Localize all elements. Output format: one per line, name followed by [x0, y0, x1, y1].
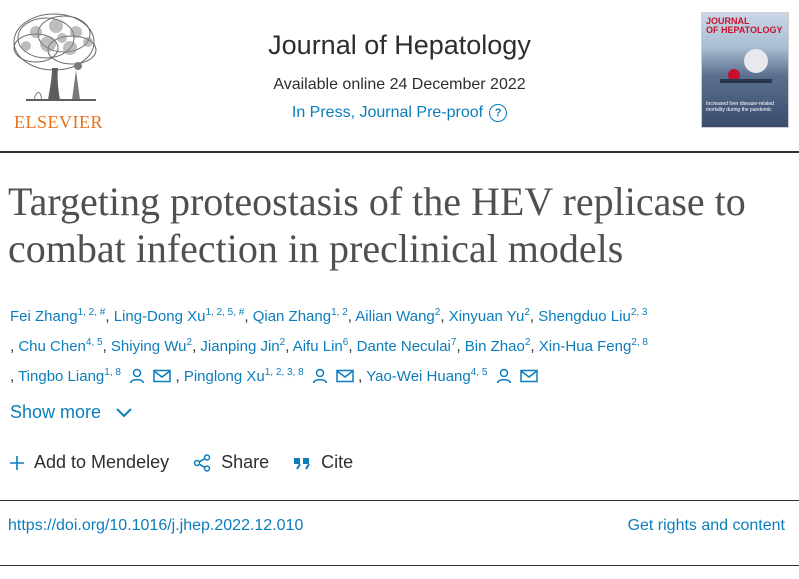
person-icon[interactable]: [496, 368, 512, 384]
author-list: Fei Zhang1, 2, #, Ling-Dong Xu1, 2, 5, #…: [10, 307, 648, 385]
cover-caption: Increased liver disease-related mortalit…: [706, 101, 775, 113]
cover-illustration-icon: [720, 49, 772, 83]
actions-divider: [0, 500, 799, 501]
get-rights-link[interactable]: Get rights and content: [627, 517, 785, 534]
elsevier-wordmark: ELSEVIER: [14, 112, 103, 132]
show-more-button[interactable]: Show more: [10, 402, 132, 423]
chevron-down-icon: [116, 408, 132, 418]
author[interactable]: Xinyuan Yu2: [448, 307, 530, 325]
author-corresponding[interactable]: Tingbo Liang1, 8: [18, 367, 175, 385]
author[interactable]: Fei Zhang1, 2, #: [10, 307, 106, 325]
footer-divider: [0, 565, 799, 566]
journal-title-link[interactable]: Journal of Hepatology: [268, 30, 531, 60]
add-to-mendeley-button[interactable]: Add to Mendeley: [10, 452, 169, 473]
article-status: In Press, Journal Pre-proof?: [0, 104, 799, 122]
status-link[interactable]: In Press, Journal Pre-proof: [291, 104, 484, 122]
author[interactable]: Dante Neculai7: [356, 337, 457, 355]
person-icon[interactable]: [129, 368, 145, 384]
available-online-date: Available online 24 December 2022: [273, 76, 526, 93]
mail-icon[interactable]: [153, 368, 172, 384]
plus-icon: [10, 455, 24, 470]
author[interactable]: Ling-Dong Xu1, 2, 5, #: [113, 307, 245, 325]
cite-button[interactable]: Cite: [293, 452, 353, 473]
journal-cover-image[interactable]: JOURNAL OF HEPATOLOGY Increased liver di…: [701, 12, 789, 128]
quote-icon: [293, 456, 311, 470]
share-button[interactable]: Share: [193, 452, 269, 473]
author[interactable]: Shengduo Liu2, 3: [538, 307, 648, 325]
share-label: Share: [221, 452, 270, 472]
author[interactable]: Ailian Wang2: [355, 307, 441, 325]
article-actions: Add to Mendeley Share Cite: [10, 452, 353, 473]
help-icon[interactable]: ?: [489, 104, 508, 122]
person-icon[interactable]: [312, 368, 328, 384]
mail-icon[interactable]: [336, 368, 354, 384]
share-icon: [193, 453, 211, 472]
author[interactable]: Xin-Hua Feng2, 8: [538, 337, 648, 355]
elsevier-tree-logo-icon: [6, 8, 111, 108]
cite-label: Cite: [321, 452, 354, 472]
author[interactable]: Qian Zhang1, 2: [252, 307, 348, 325]
header-divider: [0, 151, 799, 153]
doi-link[interactable]: https://doi.org/10.1016/j.jhep.2022.12.0…: [8, 517, 304, 534]
author[interactable]: Chu Chen4, 5: [18, 337, 103, 355]
article-title: Targeting proteostasis of the HEV replic…: [8, 179, 746, 271]
author[interactable]: Jianping Jin2: [200, 337, 286, 355]
journal-title: Journal of Hepatology: [0, 30, 799, 61]
mail-icon[interactable]: [520, 368, 538, 384]
author-corresponding[interactable]: Pinglong Xu1, 2, 3, 8: [184, 367, 358, 385]
author[interactable]: Aifu Lin6: [292, 337, 349, 355]
author[interactable]: Bin Zhao2: [464, 337, 531, 355]
add-to-mendeley-label: Add to Mendeley: [34, 452, 170, 472]
author[interactable]: Shiying Wu2: [110, 337, 193, 355]
show-more-label: Show more: [10, 402, 102, 422]
cover-title: JOURNAL OF HEPATOLOGY: [706, 16, 783, 35]
author-corresponding[interactable]: Yao-Wei Huang4, 5: [366, 367, 538, 385]
elsevier-logo[interactable]: ELSEVIER: [6, 8, 111, 132]
